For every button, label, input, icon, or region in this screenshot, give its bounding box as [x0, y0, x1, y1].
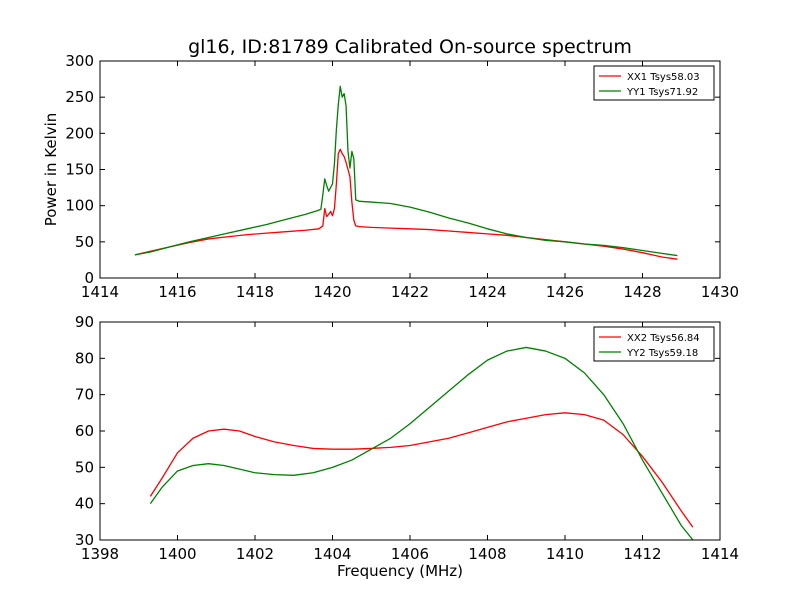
legend-box [593, 65, 715, 101]
x-tick-label: 1400 [158, 545, 196, 563]
x-tick-label: 1414 [81, 283, 119, 301]
y-tick-label: 80 [75, 349, 94, 367]
x-tick-label: 1398 [81, 545, 119, 563]
chart-title: gl16, ID:81789 Calibrated On-source spec… [188, 36, 632, 58]
y-axis-label: Power in Kelvin [42, 113, 60, 227]
legend-label: YY1 Tsys71.92 [626, 87, 698, 98]
x-tick-label: 1430 [701, 283, 739, 301]
series-line-1-2 [134, 85, 678, 257]
legend-label: XX2 Tsys56.84 [627, 333, 700, 344]
legend-label: XX1 Tsys58.03 [627, 72, 700, 83]
x-tick-label: 1428 [623, 283, 661, 301]
y-tick-label: 300 [65, 52, 94, 70]
y-tick-label: 100 [65, 197, 94, 215]
x-tick-label: 1408 [468, 545, 506, 563]
plot-1: 1414 1416 1418 1420 1422 1424 1426 1428 1430 0 50 1… [42, 52, 739, 301]
legend-box [593, 326, 715, 362]
x-tick-label: 1422 [391, 283, 429, 301]
plots-group: 1414 1416 1418 1420 1422 1424 1426 1428 14300501… [42, 52, 739, 580]
y-tick-label: 0 [84, 269, 94, 287]
series-line-2-1 [149, 412, 694, 528]
x-tick-label: 1412 [623, 545, 661, 563]
y-tick-label: 70 [75, 386, 94, 404]
y-tick-label: 90 [75, 313, 94, 331]
x-axis-label: Frequency (MHz) [337, 562, 463, 580]
x-tick-label: 1416 [158, 283, 196, 301]
y-tick-label: 40 [75, 495, 94, 513]
y-tick-label: 150 [65, 161, 94, 179]
y-tick-label: 200 [65, 124, 94, 142]
y-tick-label: 30 [75, 531, 94, 549]
legend: XX2 Tsys56.84 YY2 Tsys59.18 [593, 326, 715, 362]
plot-2: 1398 1400 1402 1404 1406 1408 1410 1412 1414 30 40… [75, 313, 739, 580]
x-tick-label: 1420 [313, 283, 351, 301]
x-tick-label: 1406 [391, 545, 429, 563]
legend: XX1 Tsys58.03 YY1 Tsys71.92 [593, 65, 715, 101]
series-line-2-2 [149, 346, 694, 541]
x-tick-label: 1410 [546, 545, 584, 563]
y-tick-label: 250 [65, 88, 94, 106]
x-tick-label: 1414 [701, 545, 739, 563]
x-tick-label: 1404 [313, 545, 351, 563]
x-tick-label: 1426 [546, 283, 584, 301]
y-tick-label: 50 [75, 458, 94, 476]
legend-label: YY2 Tsys59.18 [626, 348, 698, 359]
x-tick-label: 1402 [236, 545, 274, 563]
y-tick-label: 60 [75, 422, 94, 440]
x-tick-label: 1418 [236, 283, 274, 301]
x-tick-label: 1424 [468, 283, 506, 301]
y-tick-label: 50 [75, 233, 94, 251]
